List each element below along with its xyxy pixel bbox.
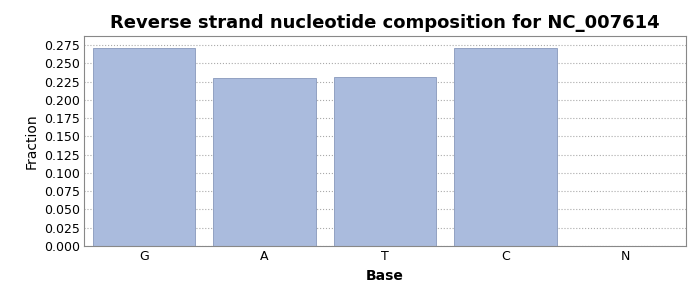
Title: Reverse strand nucleotide composition for NC_007614: Reverse strand nucleotide composition fo… (110, 14, 660, 32)
Bar (214, 78, 316, 246)
Y-axis label: Fraction: Fraction (25, 113, 38, 169)
Bar (454, 48, 556, 246)
X-axis label: Base: Base (366, 269, 404, 283)
Bar (334, 76, 436, 246)
Bar (93, 48, 195, 246)
